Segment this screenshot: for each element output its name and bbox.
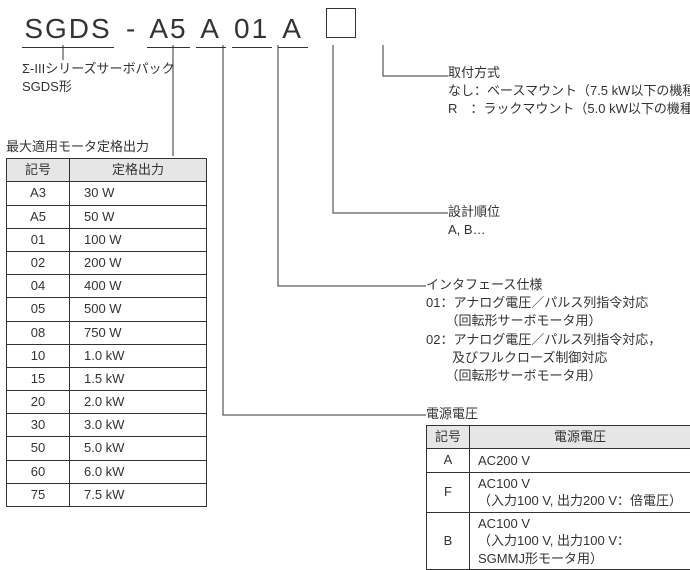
voltage-title: 電源電圧 [426,405,690,423]
seg-2: A [196,13,226,48]
mount-method: 取付方式 なし：ベースマウント（7.5 kW以下の機種） R ：ラックマウント（… [448,64,690,119]
table-row: 01100 W [7,228,207,251]
table-row: 04400 W [7,275,207,298]
seg-4: A [278,13,308,48]
interface-spec: インタフェース仕様 01：アナログ電圧／パルス列指令対応 （回転形サーボモータ用… [426,276,661,385]
col-code: 記号 [427,426,470,449]
table-row: A330 W [7,182,207,205]
table-row: 303.0 kW [7,414,207,437]
table-row: 08750 W [7,321,207,344]
rated-output-table: 記号 定格出力 A330 WA550 W01100 W02200 W04400 … [6,158,207,507]
table-row: 151.5 kW [7,367,207,390]
rated-output-title: 最大適用モータ定格出力 [6,138,207,156]
seg-empty [326,8,356,38]
table-row: 505.0 kW [7,437,207,460]
table-row: 101.0 kW [7,344,207,367]
table-row: 202.0 kW [7,391,207,414]
model-number: SGDS - A5 A 01 A [22,8,356,48]
voltage-table: 記号 電源電圧 AAC200 VFAC100 V（入力100 V, 出力200 … [426,425,690,570]
seg-base: SGDS [22,13,114,48]
table-row: A550 W [7,205,207,228]
col-volt: 電源電圧 [470,426,690,449]
table-row: FAC100 V（入力100 V, 出力200 V：倍電圧） [427,472,690,512]
seg-3: 01 [232,13,272,48]
table-row: 05500 W [7,298,207,321]
design-order: 設計順位 A, B… [448,203,500,239]
rated-output-section: 最大適用モータ定格出力 記号 定格出力 A330 WA550 W01100 W0… [6,138,207,507]
seg-1: A5 [147,13,189,48]
table-row: BAC100 V（入力100 V, 出力100 V：SGMMJ形モータ用） [427,512,690,570]
col-code: 記号 [7,159,70,182]
table-row: AAC200 V [427,449,690,472]
voltage-section: 電源電圧 記号 電源電圧 AAC200 VFAC100 V（入力100 V, 出… [426,405,690,570]
col-power: 定格出力 [70,159,207,182]
table-row: 02200 W [7,251,207,274]
table-row: 757.5 kW [7,483,207,506]
seg-dash: - [126,13,137,45]
table-row: 606.0 kW [7,460,207,483]
base-description: Σ-IIIシリーズサーボパック SGDS形 [22,60,175,96]
